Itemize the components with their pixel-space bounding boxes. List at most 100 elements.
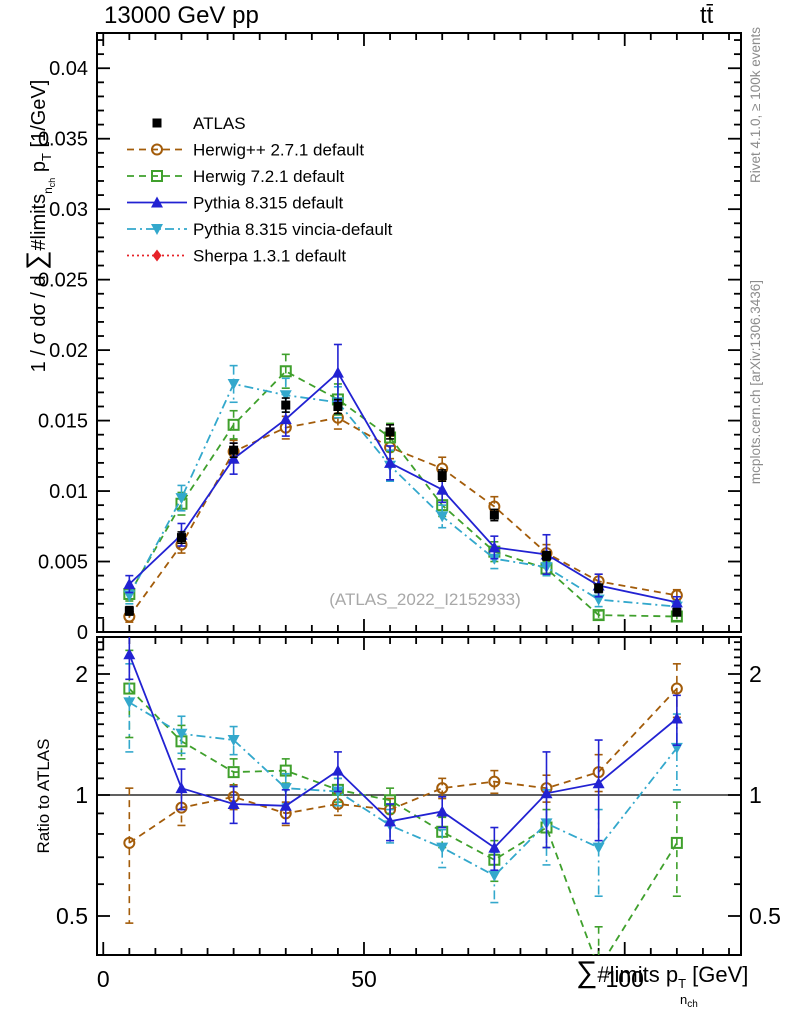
marker-pythia: [670, 596, 683, 608]
y-tick-label: 0.04: [49, 58, 88, 80]
marker-vincia: [227, 735, 240, 747]
y-label-nch-subscript: nch: [41, 177, 57, 194]
ratio-tick-label-right: 2: [749, 661, 762, 687]
marker-herwig7: [227, 766, 240, 779]
x-label-limits: #limits: [597, 962, 660, 987]
ratio-tick-label-left: 2: [75, 661, 88, 687]
y-tick-label: 0.01: [49, 481, 88, 503]
marker-herwig7: [279, 365, 292, 378]
marker-atlas: [229, 445, 239, 455]
ratio-y-ticks: [97, 641, 741, 956]
legend-label-herwigpp: Herwig++ 2.7.1 default: [193, 141, 364, 160]
marker-pythia: [331, 764, 344, 776]
legend-entry-vincia: Pythia 8.315 vincia-default: [127, 220, 393, 239]
main-y-ticks: [97, 39, 741, 619]
legend-entry-herwig7: Herwig 7.2.1 default: [127, 167, 344, 186]
marker-vincia: [436, 511, 449, 523]
marker-atlas: [541, 551, 551, 561]
marker-atlas: [385, 427, 395, 437]
series-line-pythia: [128, 653, 678, 849]
main-frame: [96, 32, 742, 633]
y-tick-label: 0.005: [38, 552, 88, 574]
marker-pythia: [592, 777, 605, 789]
process-label: tt̄: [700, 2, 714, 29]
x-label-units: [GeV]: [686, 962, 749, 987]
x-tick-label: 50: [351, 966, 377, 992]
marker-pythia: [123, 578, 136, 590]
marker-herwigpp: [670, 682, 683, 695]
y-tick-label: 0.025: [38, 270, 88, 292]
marker-herwigpp: [488, 775, 501, 788]
ratio-tick-label-left: 1: [75, 782, 88, 808]
marker-pythia: [279, 799, 292, 811]
ratio-panel: 0 50 100 0.5 0.5 1 1 2 2: [56, 636, 781, 992]
legend: ATLAS Herwig++ 2.7.1 default Herwig 7.2.1 …: [127, 114, 393, 266]
marker-pythia: [227, 452, 240, 464]
x-tick-label: 100: [606, 966, 644, 992]
series-pythia: [123, 343, 683, 609]
legend-marker-atlas: [152, 118, 162, 128]
marker-herwig7: [592, 609, 605, 622]
marker-pythia: [436, 805, 449, 817]
y-label-pt: p: [28, 161, 50, 173]
ratio-tick-label-right: 0.5: [749, 903, 781, 929]
y-tick-label: 0: [77, 622, 88, 644]
marker-pythia: [175, 782, 188, 794]
marker-atlas: [594, 583, 604, 593]
beam-energy-label: 13000 GeV pp: [104, 2, 259, 29]
series-pythia: [123, 637, 683, 872]
series-line-pythia: [128, 371, 678, 604]
legend-label-sherpa: Sherpa 1.3.1 default: [193, 247, 346, 266]
marker-herwig7: [670, 836, 683, 849]
legend-label-vincia: Pythia 8.315 vincia-default: [193, 220, 393, 239]
ratio-y-axis-label: Ratio to ATLAS: [34, 738, 53, 854]
series-line-vincia: [128, 701, 678, 877]
legend-entry-herwigpp: Herwig++ 2.7.1 default: [127, 141, 364, 160]
y-label-limits: #limits: [28, 193, 50, 251]
marker-atlas: [672, 607, 682, 617]
legend-entry-sherpa: Sherpa 1.3.1 default: [127, 247, 346, 266]
y-tick-label: 0.03: [49, 199, 88, 221]
ratio-tick-label-right: 1: [749, 782, 762, 808]
marker-atlas: [281, 400, 291, 410]
marker-atlas: [489, 510, 499, 520]
legend-marker-vincia: [151, 224, 163, 235]
sum-symbol: ∑: [21, 250, 51, 270]
series-line-herwig7: [128, 687, 678, 955]
y-tick-label: 0.015: [38, 411, 88, 433]
marker-vincia: [488, 870, 501, 882]
legend-entry-atlas: ATLAS: [152, 114, 246, 133]
x-label-nch-subscript: nch: [680, 992, 698, 1010]
marker-atlas: [333, 401, 343, 411]
legend-label-atlas: ATLAS: [193, 114, 246, 133]
legend-marker-sherpa: [152, 249, 162, 262]
marker-pythia: [384, 456, 397, 468]
marker-pythia: [331, 366, 344, 378]
sum-symbol: ∑: [576, 956, 598, 989]
legend-marker-herwigpp: [151, 143, 163, 156]
legend-marker-pythia: [151, 196, 163, 208]
marker-herwigpp: [436, 782, 449, 795]
marker-vincia: [123, 697, 136, 709]
marker-herwig7: [227, 418, 240, 431]
marker-pythia: [540, 787, 553, 799]
legend-entry-pythia: Pythia 8.315 default: [127, 194, 344, 213]
marker-herwigpp: [123, 836, 136, 849]
legend-label-pythia: Pythia 8.315 default: [193, 194, 344, 213]
marker-vincia: [175, 493, 188, 505]
marker-pythia: [227, 797, 240, 809]
marker-atlas: [124, 606, 134, 616]
marker-pythia: [488, 841, 501, 853]
series-atlas: [124, 397, 682, 617]
legend-marker-herwig7: [151, 170, 163, 182]
x-axis-label: ∑#limits pT [GeV] nch: [576, 956, 749, 1010]
mcplots-reference-note: mcplots.cern.ch [arXiv:1306.3436]: [748, 279, 763, 485]
marker-vincia: [227, 378, 240, 390]
main-panel: 0 0.005 0.01 0.015 0.02 0.025 0.03 0.035 0.04: [38, 32, 742, 644]
ratio-frame: [96, 636, 742, 956]
rivet-version-note: Rivet 4.1.0, ≥ 100k events: [748, 27, 763, 183]
y-label-units: [1/GeV]: [28, 79, 50, 154]
marker-pythia: [279, 413, 292, 425]
